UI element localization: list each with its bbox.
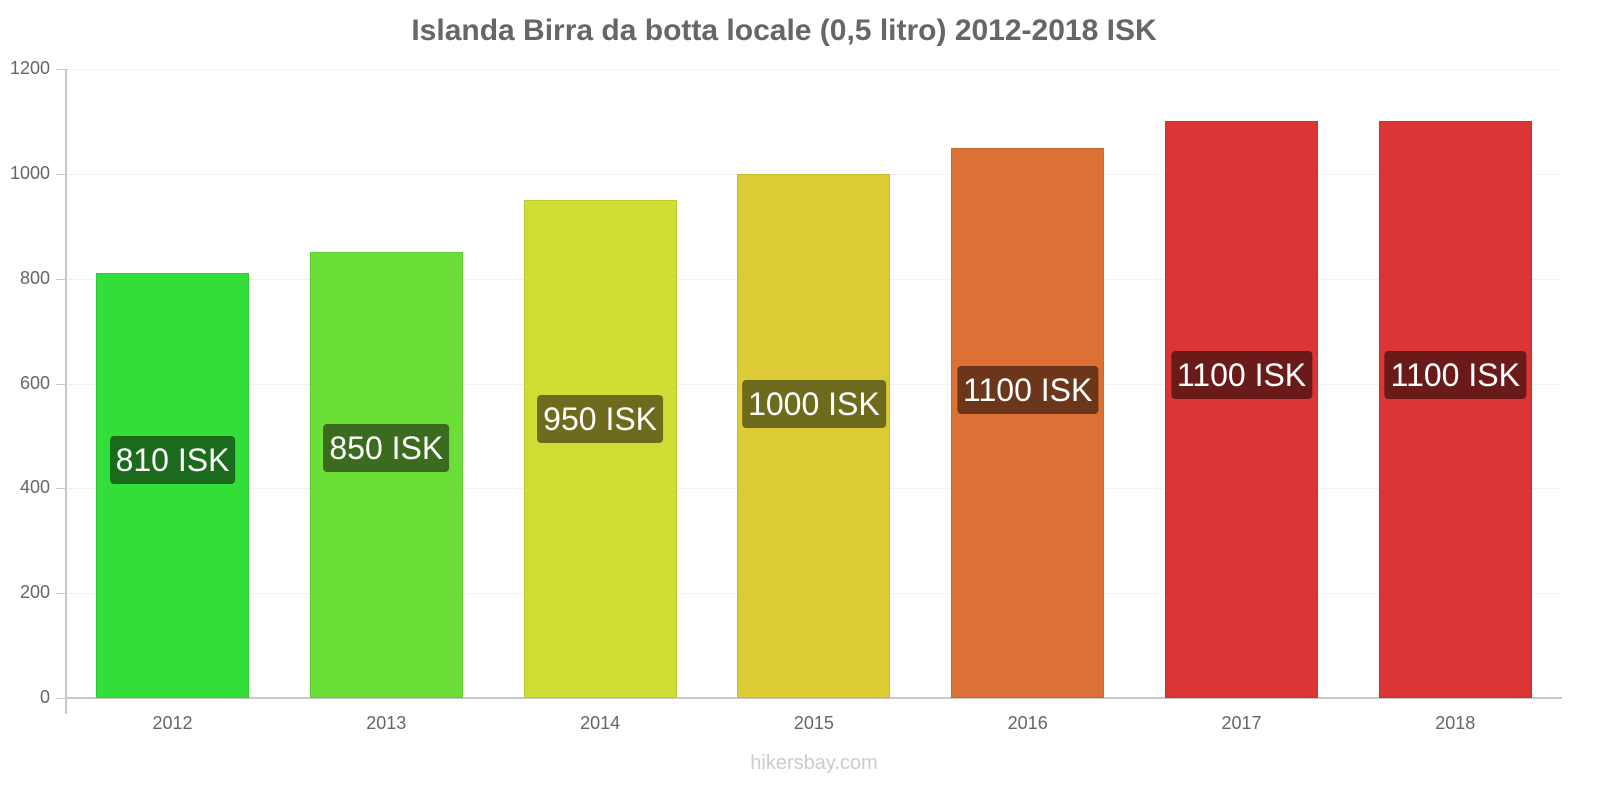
data-label: 950 ISK: [537, 395, 664, 444]
x-tick-label: 2012: [152, 713, 193, 733]
bar-2017[interactable]: [1165, 121, 1318, 698]
y-tick-mark: [56, 174, 66, 175]
bar-2016[interactable]: [951, 147, 1105, 698]
data-label: 1100 ISK: [1384, 351, 1526, 400]
x-tick-label: 2013: [366, 713, 407, 733]
watermark: hikersbay.com: [750, 752, 878, 774]
y-tick-mark: [56, 698, 66, 699]
data-label: 1100 ISK: [1170, 351, 1313, 400]
y-tick-label: 1200: [9, 58, 50, 78]
gridline: [66, 69, 1562, 70]
data-label: 810 ISK: [109, 436, 236, 485]
x-tick-label: 2018: [1435, 713, 1476, 733]
bar-2013[interactable]: [309, 252, 463, 698]
x-tick-label: 2016: [1007, 713, 1048, 733]
y-tick-label: 800: [19, 268, 50, 288]
x-tick-label: 2017: [1221, 713, 1262, 733]
y-tick-mark: [56, 69, 66, 70]
y-tick-label: 1000: [9, 163, 50, 183]
bar-2014[interactable]: [523, 200, 677, 698]
data-label: 850 ISK: [323, 424, 450, 473]
x-tick-label: 2014: [580, 713, 621, 733]
data-label: 1100 ISK: [957, 365, 1099, 414]
bar-2018[interactable]: [1378, 121, 1532, 698]
x-axis-line: [66, 697, 1562, 699]
x-tick-label: 2015: [793, 713, 834, 733]
chart-title: Islanda Birra da botta locale (0,5 litro…: [411, 14, 1157, 47]
y-tick-mark: [56, 488, 66, 489]
y-tick-mark: [56, 593, 66, 594]
y-tick-label: 0: [39, 687, 50, 707]
y-tick-mark: [56, 384, 66, 385]
y-tick-label: 200: [19, 582, 50, 602]
y-axis-line: [65, 69, 67, 714]
bar-2015[interactable]: [737, 173, 891, 698]
y-tick-label: 600: [19, 373, 50, 393]
data-label: 1000 ISK: [742, 380, 886, 429]
y-tick-label: 400: [19, 477, 50, 497]
bar-2012[interactable]: [96, 273, 249, 698]
y-tick-mark: [56, 279, 66, 280]
